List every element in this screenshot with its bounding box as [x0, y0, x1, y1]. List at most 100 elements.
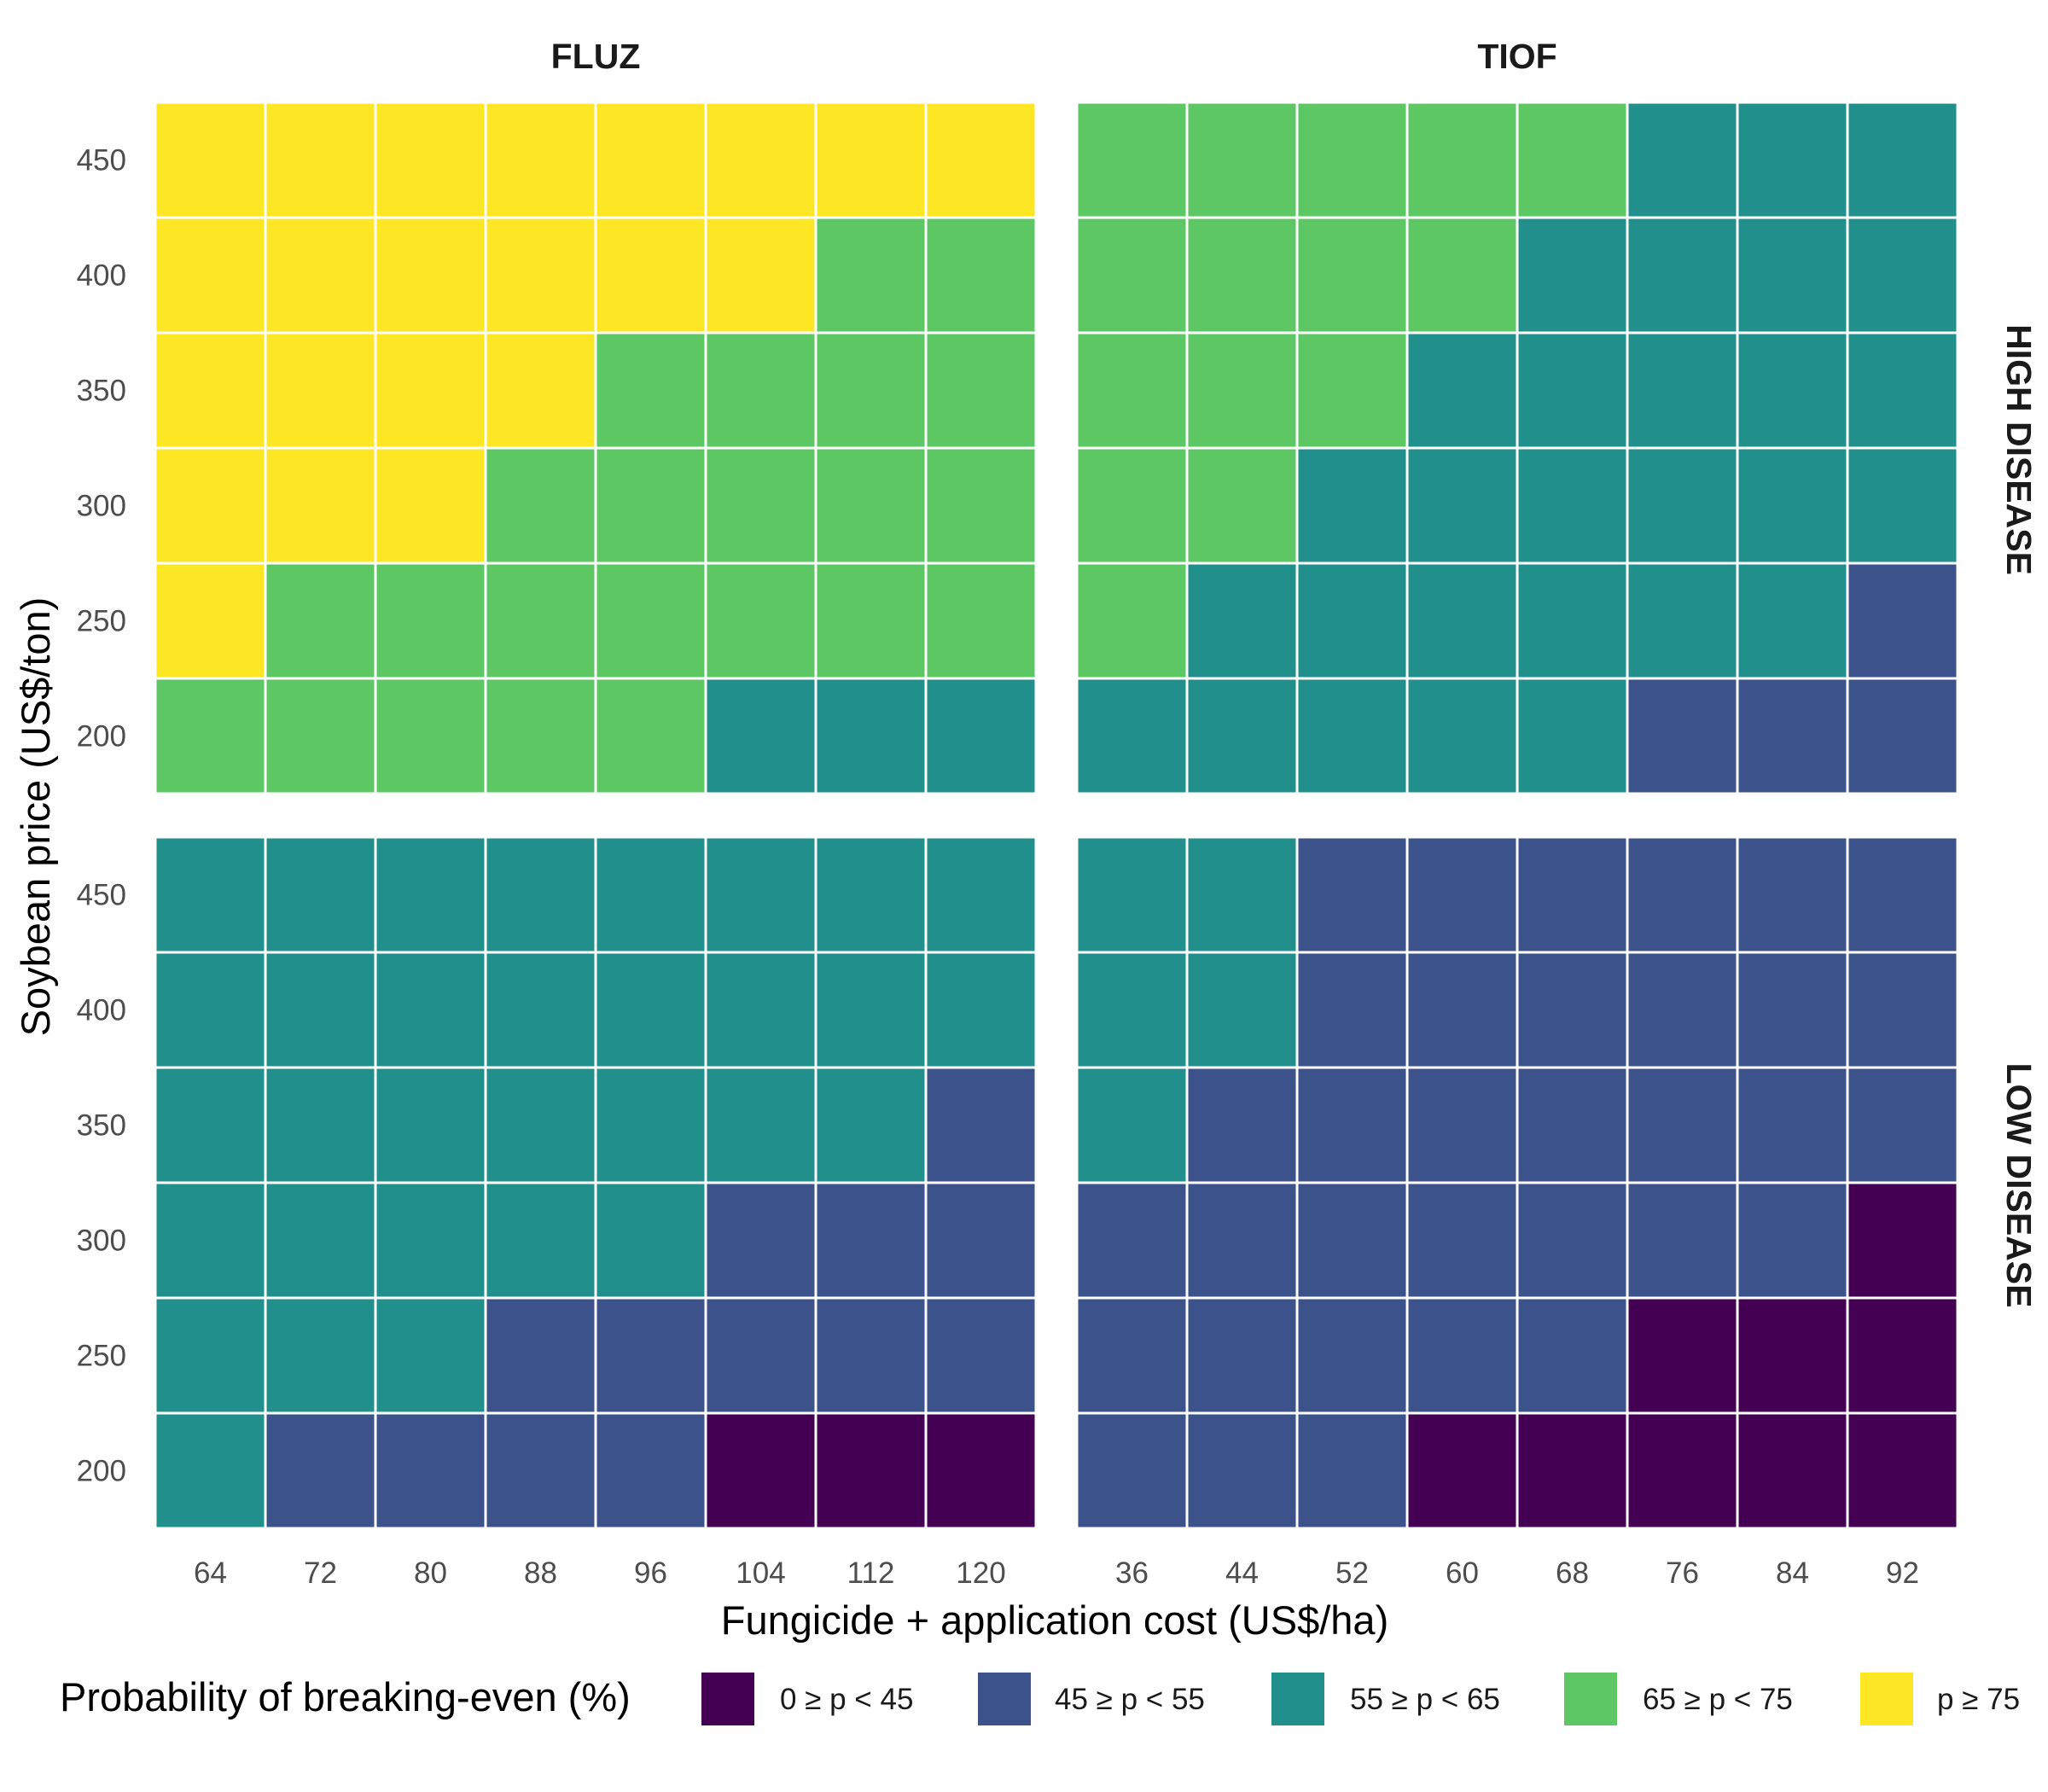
heatmap-cell: [264, 1066, 377, 1184]
heatmap-cell: [1516, 677, 1629, 795]
heatmap-cell: [814, 951, 928, 1069]
heatmap-cell: [1075, 951, 1189, 1069]
heatmap-cell: [1626, 331, 1739, 450]
heatmap-cell: [1626, 951, 1739, 1069]
heatmap-cell: [1846, 1181, 1959, 1300]
heatmap-cell: [264, 1411, 377, 1530]
heatmap-cell: [814, 331, 928, 450]
heatmap-cell: [374, 835, 487, 954]
heatmap-cell: [1185, 446, 1299, 565]
heatmap-cell: [374, 446, 487, 565]
heatmap-cell: [594, 446, 707, 565]
legend-key: [1860, 1673, 1913, 1725]
heatmap-cell: [1405, 446, 1519, 565]
heatmap-cell: [484, 561, 597, 680]
heatmap-cell: [264, 835, 377, 954]
heatmap-cell: [264, 1296, 377, 1415]
heatmap-cell: [1295, 835, 1409, 954]
heatmap-cell: [1736, 835, 1849, 954]
y-tick-label: 250: [77, 605, 126, 638]
y-axis-title: Soybean price (US$/ton): [13, 597, 58, 1037]
heatmap-cell: [264, 446, 377, 565]
heatmap-cell: [154, 951, 267, 1069]
heatmap-cell: [594, 101, 707, 219]
y-tick-label: 350: [77, 375, 126, 408]
heatmap-cell: [1295, 331, 1409, 450]
heatmap-cell: [1075, 101, 1189, 219]
heatmap-cell: [704, 1411, 817, 1530]
heatmap-cell: [1846, 561, 1959, 680]
heatmap-cell: [1185, 1181, 1299, 1300]
heatmap-cell: [1626, 835, 1739, 954]
heatmap-cell: [154, 1066, 267, 1184]
strip-label-tiof: TIOF: [1477, 37, 1556, 76]
heatmap-cell: [704, 561, 817, 680]
heatmap-cell: [1626, 1066, 1739, 1184]
heatmap-cell: [704, 331, 817, 450]
heatmap-cell: [264, 1181, 377, 1300]
heatmap-cell: [1846, 446, 1959, 565]
heatmap-cell: [814, 446, 928, 565]
heatmap-cell: [1405, 216, 1519, 335]
heatmap-cell: [1185, 951, 1299, 1069]
heatmap-cell: [1736, 331, 1849, 450]
y-tick-label: 200: [77, 1455, 126, 1488]
heatmap-cell: [1626, 1181, 1739, 1300]
heatmap-cell: [814, 835, 928, 954]
heatmap-cell: [1846, 1411, 1959, 1530]
heatmap-cell: [704, 446, 817, 565]
heatmap-cell: [1295, 216, 1409, 335]
heatmap-cell: [374, 331, 487, 450]
heatmap-cell: [1075, 1066, 1189, 1184]
heatmap-cell: [704, 101, 817, 219]
legend-key: [978, 1673, 1031, 1725]
x-tick-label: 88: [524, 1556, 557, 1590]
y-tick-label: 400: [77, 994, 126, 1027]
heatmap-cell: [1185, 561, 1299, 680]
heatmap-cell: [594, 1296, 707, 1415]
heatmap-cell: [1846, 1066, 1959, 1184]
heatmap-cell: [484, 677, 597, 795]
strip-label-low-disease: LOW DISEASE: [1999, 1062, 2039, 1307]
heatmap-cell: [924, 1181, 1038, 1300]
heatmap-cell: [374, 101, 487, 219]
y-tick-label: 300: [77, 1225, 126, 1258]
heatmap-cell: [704, 1181, 817, 1300]
heatmap-cells: [154, 101, 1959, 1530]
legend-label: 55 ≥ p < 65: [1350, 1683, 1500, 1716]
heatmap-cell: [924, 331, 1038, 450]
heatmap-cell: [1185, 216, 1299, 335]
heatmap-cell: [484, 101, 597, 219]
heatmap-cell: [1846, 835, 1959, 954]
heatmap-cell: [154, 331, 267, 450]
heatmap-cell: [594, 1411, 707, 1530]
heatmap-cell: [1295, 1296, 1409, 1415]
heatmap-cell: [1405, 1066, 1519, 1184]
heatmap-cell: [1405, 835, 1519, 954]
heatmap-cell: [154, 835, 267, 954]
heatmap-cell: [1626, 216, 1739, 335]
heatmap-cell: [374, 1411, 487, 1530]
heatmap-cell: [1736, 561, 1849, 680]
x-tick-labels: 64 72 80 88 96 104 112 120 36 44 52 60 68 76 84 92: [194, 1556, 1919, 1590]
heatmap-cell: [1736, 446, 1849, 565]
heatmap-cell: [1626, 677, 1739, 795]
heatmap-cell: [374, 1296, 487, 1415]
heatmap-cell: [1846, 331, 1959, 450]
legend: Probability of breaking-even (%) 0 ≥ p <…: [60, 1673, 2020, 1725]
heatmap-cell: [1075, 1181, 1189, 1300]
heatmap-cell: [154, 561, 267, 680]
heatmap-cell: [924, 1411, 1038, 1530]
heatmap-cell: [154, 101, 267, 219]
heatmap-cell: [1516, 1181, 1629, 1300]
heatmap-cell: [1295, 561, 1409, 680]
heatmap-cell: [704, 1296, 817, 1415]
heatmap-cell: [1516, 951, 1629, 1069]
heatmap-cell: [154, 216, 267, 335]
heatmap-cell: [594, 835, 707, 954]
x-tick-label: 68: [1556, 1556, 1589, 1590]
heatmap-cell: [1626, 1296, 1739, 1415]
heatmap-cell: [1626, 446, 1739, 565]
heatmap-cell: [594, 216, 707, 335]
